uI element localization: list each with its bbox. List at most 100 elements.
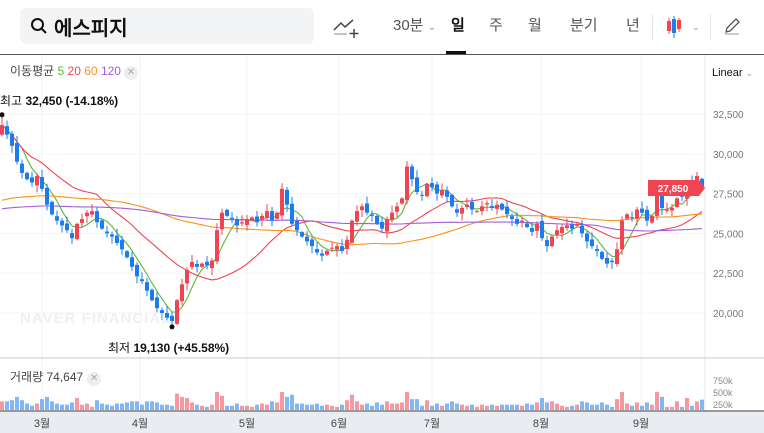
volume-bar <box>120 403 124 410</box>
close-icon[interactable]: ✕ <box>123 66 138 80</box>
volume-bar <box>430 405 434 410</box>
candle-body <box>515 219 519 224</box>
volume-bar <box>45 396 49 410</box>
volume-tick-label: 750k <box>713 376 733 386</box>
candle-body <box>530 227 534 232</box>
volume-bar <box>680 406 684 410</box>
candle-body <box>190 262 194 268</box>
volume-bar <box>700 399 704 410</box>
volume-bar <box>465 405 469 410</box>
volume-bar <box>325 404 329 410</box>
candle-body <box>110 234 114 237</box>
moving-average-legend[interactable]: 이동평균 5 20 60 120 ✕ <box>10 62 138 80</box>
interval-dropdown[interactable]: 30분 ⌄ <box>393 17 437 34</box>
candle-body <box>270 211 274 221</box>
x-tick-label: 3월 <box>34 417 50 430</box>
candle-body <box>315 249 319 253</box>
volume-bar <box>50 401 54 410</box>
volume-bar <box>610 406 614 410</box>
candle-body <box>575 223 579 226</box>
volume-bar <box>630 405 634 410</box>
selected-tab-indicator <box>446 51 466 55</box>
volume-bar <box>200 405 204 410</box>
x-tick-label: 6월 <box>331 417 347 430</box>
candle-body <box>155 297 159 309</box>
tab-day[interactable]: 일 <box>451 17 465 34</box>
candle-body <box>395 206 399 212</box>
volume-bar <box>435 403 439 410</box>
volume-bar <box>645 402 649 410</box>
volume-bar <box>560 405 564 410</box>
volume-bar <box>420 405 424 410</box>
volume-bar <box>390 403 394 410</box>
candle-body <box>75 223 79 240</box>
volume-bar <box>210 404 214 410</box>
candle-body <box>535 223 539 231</box>
candle-body <box>605 257 609 264</box>
stock-search-input[interactable]: 에스피지 <box>20 8 314 44</box>
volume-bar <box>100 403 104 410</box>
volume-bar <box>95 400 99 410</box>
volume-bar <box>450 401 454 410</box>
candle-body <box>660 190 664 208</box>
volume-bar <box>160 404 164 410</box>
volume-bar <box>455 403 459 410</box>
candle-body <box>615 249 619 264</box>
candle-body <box>200 263 204 267</box>
candle-body <box>480 206 484 212</box>
x-axis-band <box>0 412 764 433</box>
volume-bar <box>185 398 189 410</box>
close-icon[interactable]: ✕ <box>87 372 102 386</box>
candle-body <box>50 201 54 215</box>
volume-bar <box>445 403 449 410</box>
volume-legend[interactable]: 거래량 74,647 ✕ <box>10 368 102 386</box>
x-tick-label: 9월 <box>633 417 649 430</box>
candle-body <box>425 184 429 197</box>
volume-bar <box>230 405 234 410</box>
header-divider <box>0 54 764 55</box>
candle-body <box>235 219 239 226</box>
candle-body <box>600 251 604 259</box>
volume-bar <box>40 399 44 410</box>
candle-body <box>375 215 379 224</box>
candle-type-icon[interactable]: ⌄ <box>664 14 700 40</box>
tab-quarter[interactable]: 분기 <box>570 17 598 34</box>
volume-bar <box>385 401 389 410</box>
tab-week[interactable]: 주 <box>489 17 503 34</box>
scale-dropdown[interactable]: Linear ⌄ <box>712 67 754 79</box>
volume-bar <box>470 404 474 410</box>
pencil-icon[interactable] <box>722 16 742 36</box>
candle-body <box>335 246 339 250</box>
volume-bar <box>485 405 489 410</box>
divider <box>652 14 653 40</box>
volume-bar <box>690 405 694 410</box>
tab-month[interactable]: 월 <box>528 17 542 34</box>
volume-bar <box>440 405 444 410</box>
candle-body <box>40 177 44 189</box>
tab-year[interactable]: 년 <box>626 17 640 34</box>
volume-bar <box>125 402 129 410</box>
watermark: NAVER FINANCIAL <box>20 310 172 327</box>
volume-bar <box>695 401 699 410</box>
candle-body <box>280 188 284 216</box>
volume-bar <box>215 392 219 410</box>
volume-bar <box>515 404 519 410</box>
candle-body <box>580 225 584 234</box>
candle-body <box>65 223 69 231</box>
volume-bar <box>635 402 639 410</box>
low-marker <box>169 324 175 330</box>
volume-bar <box>530 404 534 410</box>
current-price-label: 27,850 <box>658 184 689 195</box>
volume-bar <box>535 402 539 410</box>
volume-bar <box>105 404 109 410</box>
candle-body <box>700 178 704 189</box>
volume-bar <box>480 404 484 410</box>
volume-bar <box>500 404 504 410</box>
search-icon <box>31 18 47 34</box>
candle-body <box>85 212 89 217</box>
candle-body <box>695 176 699 184</box>
add-indicator-icon[interactable] <box>333 17 359 39</box>
candle-body <box>620 220 624 250</box>
volume-bar <box>300 403 304 410</box>
